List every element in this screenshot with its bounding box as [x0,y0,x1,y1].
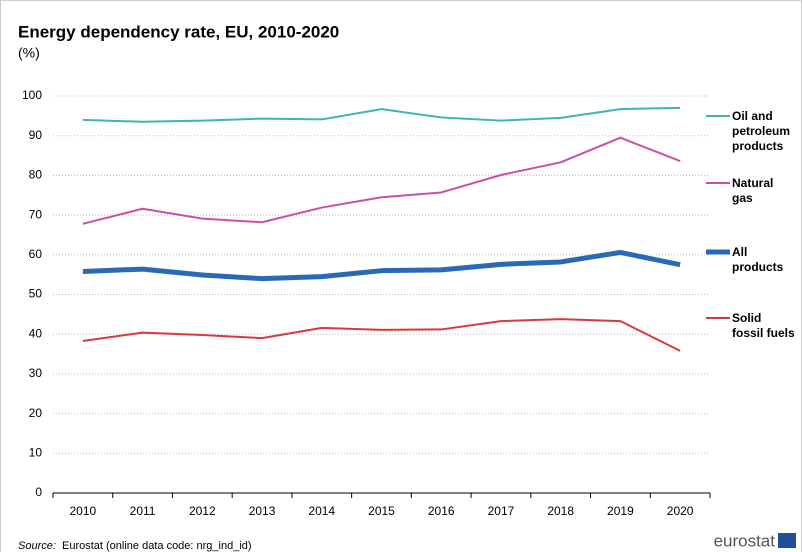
legend-label: Oil and petroleum products [732,109,791,153]
x-tick-label: 2013 [249,504,276,518]
series-line [82,136,681,225]
x-tick-label: 2019 [607,504,634,518]
series-line [82,249,681,282]
y-tick-label: 80 [29,168,43,182]
logo-text: eurostat [714,531,776,550]
series-line [82,318,681,352]
y-tick-label: 50 [29,287,43,301]
x-tick-label: 2020 [667,504,694,518]
x-tick-label: 2018 [547,504,574,518]
logo-flag [778,533,796,548]
legend-label: Solid fossil fuels [732,311,795,340]
chart-subtitle: (%) [18,45,40,61]
y-tick-label: 60 [29,247,43,261]
y-tick-label: 20 [29,406,43,420]
y-tick-label: 40 [29,326,43,340]
x-tick-label: 2011 [130,504,156,518]
y-tick-label: 90 [29,128,43,142]
legend-label: Natural gas [732,176,774,205]
x-tick-label: 2015 [368,504,395,518]
legend-label: All products [732,245,784,274]
source-label: Source: [18,540,56,552]
source: Eurostat (online data code: nrg_ind_id) [62,540,252,552]
y-tick-label: 30 [29,366,43,380]
y-tick-label: 100 [22,88,42,102]
x-tick-label: 2017 [488,504,515,518]
y-tick-label: 10 [29,445,43,459]
x-tick-label: 2014 [308,504,335,518]
x-tick-label: 2016 [428,504,455,518]
y-tick-label: 0 [35,485,42,499]
chart-title: Energy dependency rate, EU, 2010-2020 [18,22,339,41]
y-tick-label: 70 [29,207,43,221]
series-line [82,106,681,123]
x-tick-label: 2012 [189,504,216,518]
x-tick-label: 2010 [70,504,97,518]
